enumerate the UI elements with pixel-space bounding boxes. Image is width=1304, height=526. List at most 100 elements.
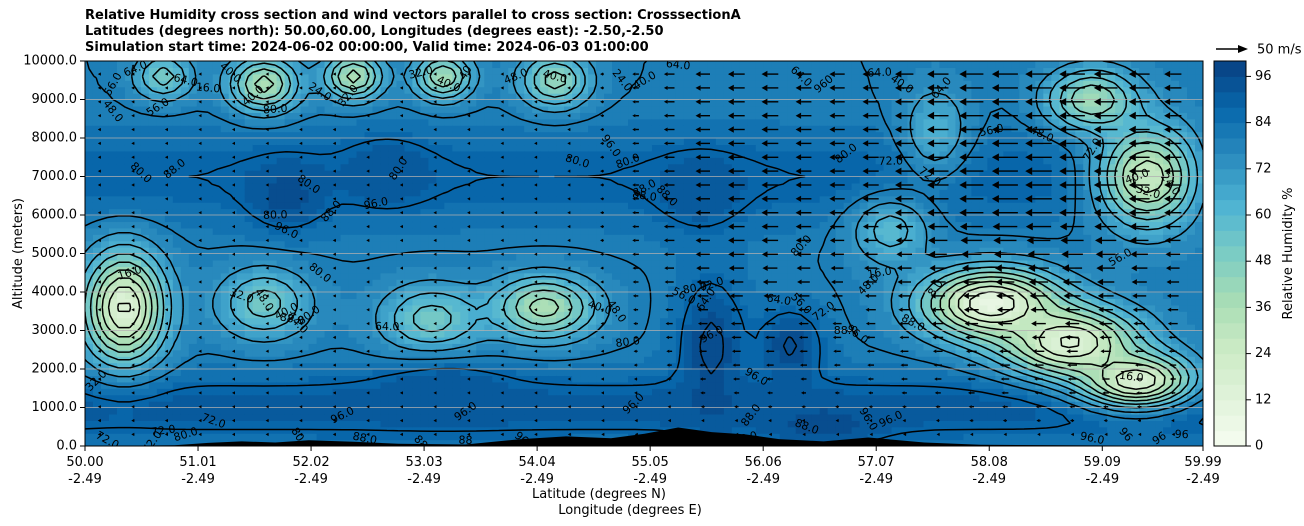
humidity-cell bbox=[540, 144, 549, 152]
humidity-cell bbox=[508, 433, 517, 441]
humidity-cell bbox=[268, 349, 278, 357]
humidity-cell bbox=[731, 259, 741, 267]
humidity-cell bbox=[108, 112, 118, 120]
humidity-cell bbox=[268, 150, 278, 158]
humidity-cell bbox=[636, 311, 645, 319]
humidity-cell bbox=[188, 439, 198, 446]
humidity-cell bbox=[572, 433, 581, 441]
humidity-cell bbox=[628, 67, 637, 75]
humidity-cell bbox=[572, 195, 581, 203]
humidity-cell bbox=[468, 73, 477, 81]
humidity-cell bbox=[460, 292, 469, 300]
humidity-cell bbox=[92, 285, 102, 293]
humidity-cell bbox=[100, 202, 110, 210]
humidity-cell bbox=[596, 362, 605, 370]
humidity-cell bbox=[260, 144, 270, 152]
humidity-cell bbox=[172, 234, 182, 242]
humidity-cell bbox=[228, 170, 238, 178]
humidity-cell bbox=[260, 61, 270, 69]
humidity-cell bbox=[604, 266, 613, 274]
humidity-cell bbox=[532, 67, 541, 75]
humidity-cell bbox=[651, 150, 661, 158]
humidity-cell bbox=[564, 349, 573, 357]
humidity-cell bbox=[404, 311, 414, 319]
humidity-cell bbox=[300, 61, 310, 69]
humidity-cell bbox=[356, 67, 366, 75]
humidity-cell bbox=[404, 93, 414, 101]
humidity-cell bbox=[548, 304, 557, 312]
humidity-cell bbox=[316, 227, 326, 235]
humidity-cell bbox=[220, 426, 230, 434]
humidity-cell bbox=[372, 285, 382, 293]
humidity-cell bbox=[308, 176, 318, 184]
humidity-cell bbox=[308, 394, 318, 402]
humidity-cell bbox=[108, 349, 118, 357]
humidity-cell bbox=[651, 253, 661, 261]
humidity-cell bbox=[707, 298, 717, 306]
humidity-cell bbox=[172, 208, 182, 216]
humidity-cell bbox=[723, 266, 733, 274]
humidity-cell bbox=[484, 413, 493, 421]
humidity-cell bbox=[204, 298, 214, 306]
humidity-cell bbox=[691, 330, 701, 338]
humidity-cell bbox=[292, 61, 302, 69]
humidity-cell bbox=[667, 304, 677, 312]
humidity-cell bbox=[292, 343, 302, 351]
humidity-cell bbox=[252, 407, 262, 415]
humidity-cell bbox=[659, 272, 669, 280]
humidity-cell bbox=[164, 144, 174, 152]
humidity-cell bbox=[644, 240, 653, 248]
humidity-cell bbox=[85, 388, 94, 396]
humidity-cell bbox=[228, 105, 238, 113]
humidity-cell bbox=[212, 349, 222, 357]
humidity-cell bbox=[196, 215, 206, 223]
humidity-cell bbox=[715, 304, 725, 312]
humidity-cell bbox=[604, 131, 613, 139]
humidity-cell bbox=[108, 439, 118, 446]
humidity-cell bbox=[580, 118, 589, 126]
humidity-cell bbox=[731, 73, 741, 81]
humidity-cell bbox=[699, 73, 709, 81]
humidity-cell bbox=[675, 93, 685, 101]
humidity-cell bbox=[715, 67, 725, 75]
humidity-cell bbox=[196, 349, 206, 357]
humidity-cell bbox=[540, 304, 549, 312]
humidity-cell bbox=[404, 304, 414, 312]
humidity-cell bbox=[675, 298, 685, 306]
humidity-cell bbox=[580, 86, 589, 94]
humidity-cell bbox=[667, 266, 677, 274]
humidity-cell bbox=[436, 67, 445, 75]
humidity-cell bbox=[460, 388, 469, 396]
humidity-cell bbox=[524, 259, 533, 267]
humidity-cell bbox=[596, 99, 605, 107]
humidity-cell bbox=[372, 343, 382, 351]
humidity-cell bbox=[651, 298, 661, 306]
humidity-cell bbox=[404, 362, 414, 370]
humidity-cell bbox=[292, 208, 302, 216]
humidity-cell bbox=[132, 144, 142, 152]
humidity-cell bbox=[452, 292, 461, 300]
humidity-cell bbox=[316, 253, 326, 261]
humidity-cell bbox=[292, 272, 302, 280]
humidity-cell bbox=[659, 138, 669, 146]
humidity-cell bbox=[412, 298, 421, 306]
humidity-cell bbox=[324, 221, 334, 229]
humidity-cell bbox=[636, 394, 645, 402]
humidity-cell bbox=[476, 73, 485, 81]
humidity-cell bbox=[604, 343, 613, 351]
humidity-cell bbox=[492, 67, 501, 75]
humidity-cell bbox=[132, 439, 142, 446]
humidity-cell bbox=[572, 420, 581, 428]
humidity-cell bbox=[468, 215, 477, 223]
humidity-cell bbox=[188, 362, 198, 370]
humidity-cell bbox=[396, 311, 406, 319]
humidity-cell bbox=[180, 80, 190, 88]
humidity-cell bbox=[691, 272, 701, 280]
humidity-cell bbox=[100, 407, 110, 415]
humidity-cell bbox=[388, 73, 398, 81]
humidity-cell bbox=[324, 144, 334, 152]
humidity-cell bbox=[396, 131, 406, 139]
humidity-cell bbox=[596, 215, 605, 223]
humidity-cell bbox=[236, 349, 246, 357]
humidity-cell bbox=[172, 131, 182, 139]
